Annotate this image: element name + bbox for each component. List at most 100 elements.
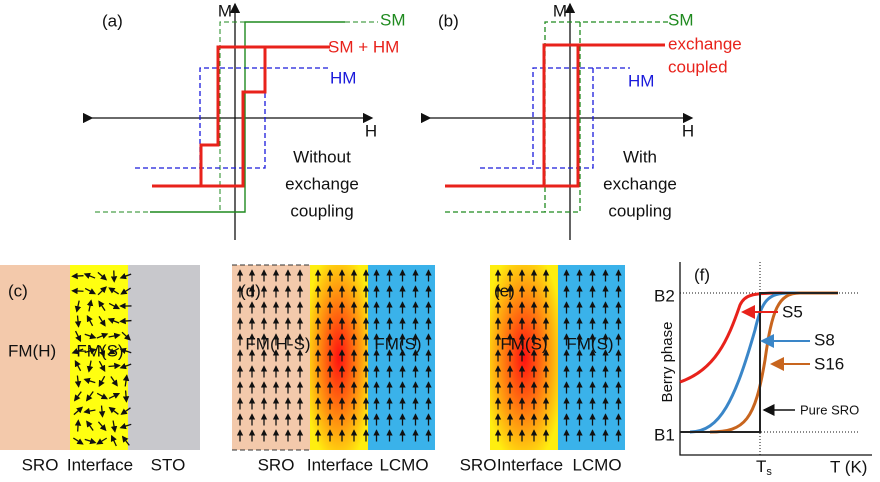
spin-arrow [119, 317, 132, 325]
spin-arrow [74, 419, 82, 432]
curve-label: S8 [814, 330, 835, 349]
pure-sro-curve [680, 292, 838, 433]
note: Without [293, 147, 351, 166]
spin-arrow [108, 392, 121, 400]
layer-label: LCMO [572, 455, 621, 474]
legend-label: SM + HM [328, 37, 399, 56]
spin-arrow [122, 374, 130, 387]
panel-cde-labels: (c) FM(H) FM(S) SRO Interface STO (d) FM… [8, 281, 622, 474]
axis-label: M [218, 1, 232, 20]
spin-arrow [119, 347, 132, 354]
spin-arrow [98, 360, 106, 372]
spin-arrow [74, 375, 82, 388]
spin-arrow [119, 363, 132, 370]
region-label: FM(S) [500, 334, 547, 353]
axis-label: T (K) [830, 457, 867, 476]
spin-arrow [98, 316, 106, 327]
region-label: FM(S) [374, 334, 421, 353]
layer-label: LCMO [379, 455, 428, 474]
spin-arrow [74, 330, 82, 343]
spin-arrow [107, 317, 120, 324]
spin-arrow [74, 360, 82, 372]
spin-arrow [73, 391, 82, 402]
curve-label: Pure SRO [800, 402, 859, 417]
lcmo-layer [558, 265, 625, 450]
panel-label: (a) [102, 11, 123, 30]
spin-arrow [73, 437, 84, 445]
spin-arrow [86, 391, 94, 402]
note: exchange [285, 174, 359, 193]
axis-label: H [682, 121, 694, 140]
panel-label: (e) [494, 281, 515, 300]
interface-layer [310, 265, 368, 450]
legend-label: coupled [668, 57, 728, 76]
spin-arrow [110, 420, 118, 433]
spin-arrow [108, 302, 121, 310]
spin-arrow [97, 421, 107, 432]
panel-f: (f) B2 B1 Berry phase Ts T (K) S5 S8 S16… [654, 262, 872, 478]
axis-label: M [553, 1, 567, 20]
spin-arrow [121, 435, 130, 446]
note: With [623, 147, 657, 166]
sm-loop [150, 21, 345, 213]
s8-curve [689, 291, 838, 434]
spin-arrow [73, 406, 84, 416]
sm-loop [219, 21, 378, 213]
spin-arrow [108, 406, 119, 415]
legend-label: HM [330, 68, 356, 87]
region-label: FM(S) [566, 334, 613, 353]
spin-arrow [98, 375, 106, 387]
spin-arrow [96, 332, 109, 339]
spin-arrow [96, 392, 108, 400]
ts-symbol: T [756, 457, 766, 476]
spin-arrow [71, 272, 84, 280]
spin-arrow [108, 347, 120, 355]
spin-arrow [86, 420, 94, 431]
level-label: B2 [654, 286, 675, 305]
lcmo-layer [368, 265, 435, 450]
note: coupling [608, 201, 671, 220]
legend-label: SM [668, 10, 694, 29]
spin-arrow [122, 390, 130, 403]
layer-label: SRO [22, 455, 59, 474]
panel-a: (a) M H SM SM + HM HM Without exchange c… [82, 1, 406, 240]
spin-arrow [120, 287, 132, 295]
spin-arrow [110, 434, 117, 447]
region-label: FM(H) [8, 341, 56, 360]
spin-arrow [86, 360, 94, 373]
spin-arrow [108, 332, 121, 340]
spin-arrow [120, 407, 131, 415]
note: exchange [603, 174, 677, 193]
layer-label: Interface [497, 455, 563, 474]
interface-layer [70, 265, 128, 450]
spin-arrow [108, 362, 121, 370]
spin-arrow [98, 300, 106, 311]
spin-arrow [84, 347, 97, 355]
panel-b: (b) M H SM exchange coupled HM With exch… [420, 1, 742, 240]
panel-label: (b) [438, 11, 459, 30]
spin-arrow [119, 422, 132, 430]
layer-label: STO [151, 455, 186, 474]
spin-arrow [71, 348, 84, 355]
legend-label: exchange [668, 34, 742, 53]
hm-loop [480, 67, 630, 169]
spin-arrow [83, 407, 96, 415]
panel-label: (c) [8, 281, 28, 300]
layer-label: Interface [307, 455, 373, 474]
sto-layer [128, 265, 200, 450]
spin-arrow [96, 437, 108, 445]
spin-arrow [74, 315, 82, 328]
combined-loop [152, 45, 330, 188]
note: coupling [290, 201, 353, 220]
curve-label: S5 [782, 302, 803, 321]
axis-label: H [365, 121, 377, 140]
axes [679, 262, 872, 456]
spin-arrow [121, 331, 131, 341]
spin-arrow [84, 287, 96, 295]
boundary [232, 264, 310, 451]
spin-arrow [97, 271, 108, 281]
level-label: B1 [654, 425, 675, 444]
sro-layer [0, 265, 70, 450]
spin-arrow [97, 286, 107, 296]
